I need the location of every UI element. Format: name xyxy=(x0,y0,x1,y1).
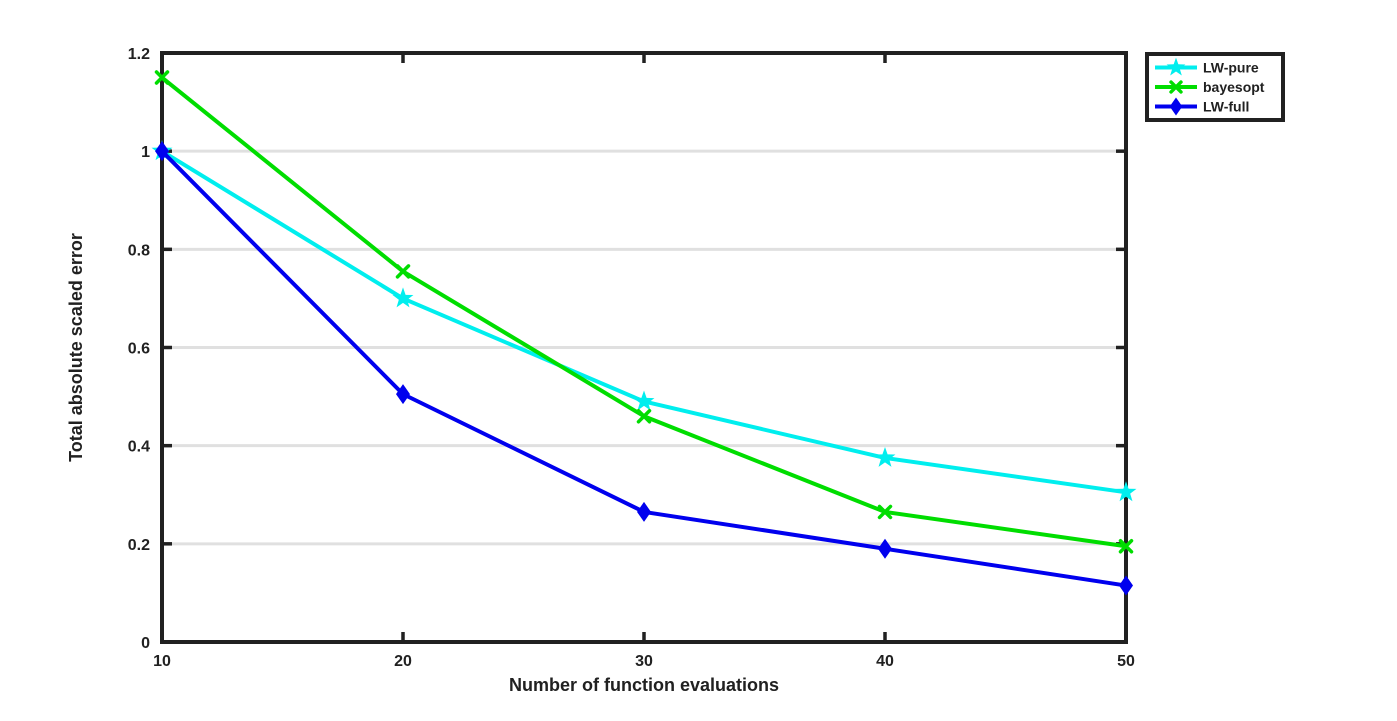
legend-label: LW-pure xyxy=(1203,60,1259,76)
x-tick-label: 20 xyxy=(394,653,412,670)
x-tick-label: 40 xyxy=(876,653,894,670)
series-lw-full xyxy=(155,141,1133,596)
y-tick-label: 1 xyxy=(141,144,150,161)
star-marker xyxy=(874,446,896,467)
diamond-marker xyxy=(637,501,651,522)
y-tick-label: 0.2 xyxy=(128,537,150,554)
y-tick-label: 0 xyxy=(141,635,150,652)
legend: LW-pure bayesopt LW-full xyxy=(1145,52,1285,122)
star-marker xyxy=(392,287,414,308)
star-marker xyxy=(1115,481,1137,502)
y-tick-label: 0.4 xyxy=(128,439,150,456)
x-marker xyxy=(877,504,893,520)
x-tick-label: 10 xyxy=(153,653,171,670)
y-tick-label: 0.8 xyxy=(128,242,150,259)
series-layer xyxy=(151,70,1137,596)
diamond-marker xyxy=(1119,575,1133,596)
legend-label: bayesopt xyxy=(1203,79,1265,95)
y-tick-label: 1.2 xyxy=(128,46,150,63)
x-marker xyxy=(395,264,411,279)
y-tick-label: 0.6 xyxy=(128,341,150,358)
legend-entry-lw-full: LW-full xyxy=(1155,97,1249,116)
diamond-marker xyxy=(1169,97,1183,116)
grid-layer xyxy=(162,149,1126,546)
diamond-marker xyxy=(155,141,169,162)
label-layer: 10 20 30 40 50 0 0.2 0.4 0.6 0.8 1 1.2 Number of fun… xyxy=(66,46,1135,695)
y-axis-label: Total absolute scaled error xyxy=(66,233,86,462)
x-axis-label: Number of function evaluations xyxy=(509,675,779,695)
x-marker xyxy=(154,70,170,85)
x-tick-label: 30 xyxy=(635,653,653,670)
star-marker xyxy=(1166,57,1186,76)
axes-frame xyxy=(160,51,1128,644)
series-line xyxy=(160,149,1128,495)
diamond-marker xyxy=(878,538,892,559)
legend-label: LW-full xyxy=(1203,99,1249,115)
x-marker xyxy=(636,408,652,424)
x-marker xyxy=(1118,539,1134,554)
series-bayesopt xyxy=(154,70,1134,554)
x-tick-label: 50 xyxy=(1117,653,1135,670)
series-line xyxy=(160,75,1128,549)
x-marker xyxy=(1169,80,1183,94)
star-marker xyxy=(633,390,655,411)
legend-entry-bayesopt: bayesopt xyxy=(1155,79,1265,95)
diamond-marker xyxy=(396,384,410,405)
legend-entry-lw-pure: LW-pure xyxy=(1155,57,1259,76)
